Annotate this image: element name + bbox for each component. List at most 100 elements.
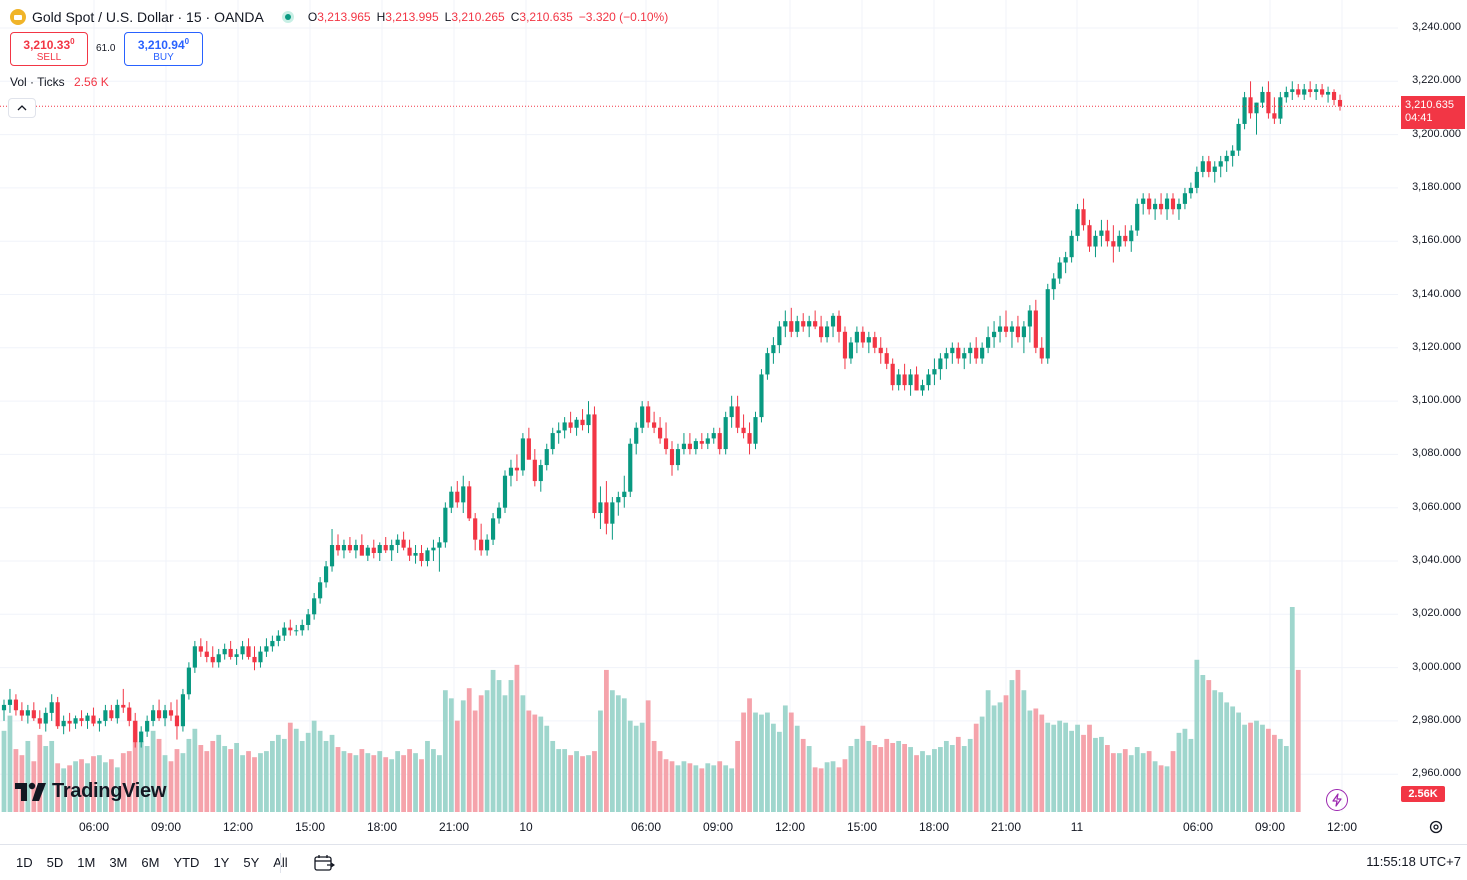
volume-bar bbox=[794, 725, 800, 812]
candle-body bbox=[1045, 289, 1050, 359]
candle-body bbox=[711, 433, 716, 439]
quick-action-button[interactable] bbox=[1326, 789, 1348, 811]
volume-bar bbox=[126, 751, 132, 812]
candle-body bbox=[168, 710, 174, 716]
candle-body bbox=[669, 449, 675, 466]
range-button-3m[interactable]: 3M bbox=[109, 855, 128, 870]
range-button-1m[interactable]: 1M bbox=[77, 855, 96, 870]
range-button-5d[interactable]: 5D bbox=[46, 855, 64, 870]
price-axis-label: 3,160.000 bbox=[1412, 234, 1461, 247]
volume-bar bbox=[401, 755, 406, 812]
volume-bar bbox=[442, 690, 448, 812]
candle-body bbox=[485, 539, 490, 551]
candle-body bbox=[1290, 89, 1295, 92]
candle-body bbox=[860, 331, 865, 343]
spread-value: 61.0 bbox=[96, 43, 116, 54]
volume-bar bbox=[1051, 724, 1057, 812]
range-button-1d[interactable]: 1D bbox=[16, 855, 33, 870]
volume-indicator-value: 2.56 K bbox=[74, 75, 109, 89]
volume-bar bbox=[264, 751, 269, 812]
candle-body bbox=[1272, 113, 1277, 119]
volume-bar bbox=[735, 740, 740, 812]
candle-body bbox=[920, 385, 925, 391]
candle-body bbox=[198, 646, 203, 652]
volume-bar bbox=[1033, 708, 1039, 812]
volume-bar bbox=[1260, 724, 1265, 812]
range-button-ytd[interactable]: YTD bbox=[173, 855, 200, 870]
volume-bar bbox=[55, 763, 61, 812]
candle-body bbox=[681, 443, 687, 450]
buy-button[interactable]: 3,210.940 BUY bbox=[124, 32, 203, 66]
volume-bar bbox=[1188, 738, 1194, 812]
candle-body bbox=[586, 414, 591, 426]
sell-button[interactable]: 3,210.330 SELL bbox=[10, 32, 88, 66]
volume-bar bbox=[860, 725, 866, 812]
volume-bar bbox=[747, 698, 752, 812]
volume-legend[interactable]: Vol · Ticks 2.56 K bbox=[10, 75, 109, 89]
volume-bar bbox=[132, 720, 138, 812]
range-button-1y[interactable]: 1Y bbox=[213, 855, 230, 870]
volume-bar bbox=[347, 753, 353, 812]
volume-bar bbox=[753, 712, 758, 812]
volume-bar bbox=[1075, 724, 1080, 812]
time-axis-label: 06:00 bbox=[1182, 820, 1214, 834]
time-axis-label: 12:00 bbox=[774, 820, 806, 834]
volume-bar bbox=[621, 698, 627, 812]
symbol-legend[interactable]: Gold Spot / U.S. Dollar · 15 · OANDA O3,… bbox=[10, 7, 668, 27]
candle-body bbox=[1147, 198, 1152, 210]
ohlc-open: O3,213.965 bbox=[307, 10, 371, 24]
candle-body bbox=[97, 720, 102, 724]
range-button-6m[interactable]: 6M bbox=[141, 855, 160, 870]
candle-body bbox=[377, 545, 382, 554]
volume-bar bbox=[192, 728, 198, 812]
candle-body bbox=[347, 545, 353, 551]
ohlc-high: H3,213.995 bbox=[376, 10, 439, 24]
candle-body bbox=[425, 550, 430, 561]
current-price-value: 3,210.635 bbox=[1405, 99, 1454, 111]
volume-bar bbox=[705, 763, 711, 812]
volume-bar bbox=[293, 728, 299, 812]
volume-bar bbox=[568, 755, 573, 812]
volume-bar bbox=[508, 680, 514, 812]
volume-indicator-name[interactable]: Vol · Ticks bbox=[10, 75, 65, 89]
candle-body bbox=[663, 438, 669, 450]
candle-body bbox=[252, 656, 257, 663]
range-button-5y[interactable]: 5Y bbox=[243, 855, 260, 870]
volume-bar bbox=[287, 722, 293, 812]
collapse-legend-button[interactable] bbox=[8, 98, 36, 118]
candle-body bbox=[73, 718, 78, 724]
candle-body bbox=[467, 486, 472, 519]
date-range-icon[interactable] bbox=[313, 854, 335, 872]
candle-body bbox=[359, 545, 364, 556]
volume-bar bbox=[824, 762, 830, 812]
candle-body bbox=[258, 651, 263, 663]
candle-body bbox=[1158, 203, 1164, 210]
chart-settings-button[interactable] bbox=[1428, 819, 1444, 835]
volume-bar bbox=[1015, 669, 1021, 812]
volume-bar bbox=[329, 734, 335, 812]
volume-bar bbox=[365, 753, 371, 812]
symbol-title[interactable]: Gold Spot / U.S. Dollar · 15 · OANDA bbox=[32, 9, 264, 25]
candle-body bbox=[91, 715, 96, 724]
tradingview-logo[interactable]: TradingView bbox=[14, 780, 166, 803]
volume-bar bbox=[431, 749, 436, 812]
volume-bar bbox=[371, 755, 377, 812]
price-axis-label: 3,100.000 bbox=[1412, 394, 1461, 407]
candle-body bbox=[461, 486, 466, 503]
volume-bar bbox=[353, 755, 359, 812]
candle-body bbox=[145, 720, 150, 732]
volume-bar bbox=[323, 740, 329, 812]
candle-body bbox=[496, 507, 502, 519]
candle-body bbox=[1188, 187, 1193, 194]
candle-body bbox=[1236, 123, 1241, 151]
volume-bar bbox=[1039, 714, 1045, 812]
ohlc-values: O3,213.965 H3,213.995 L3,210.265 C3,210.… bbox=[308, 10, 668, 24]
volume-bar bbox=[711, 765, 717, 812]
candle-body bbox=[848, 342, 854, 359]
price-axis-label: 3,140.000 bbox=[1412, 287, 1461, 300]
clock-timezone[interactable]: 11:55:18 UTC+7 bbox=[1366, 854, 1461, 869]
candle-body bbox=[109, 710, 114, 719]
volume-bar bbox=[723, 765, 729, 812]
volume-bar bbox=[359, 749, 365, 812]
